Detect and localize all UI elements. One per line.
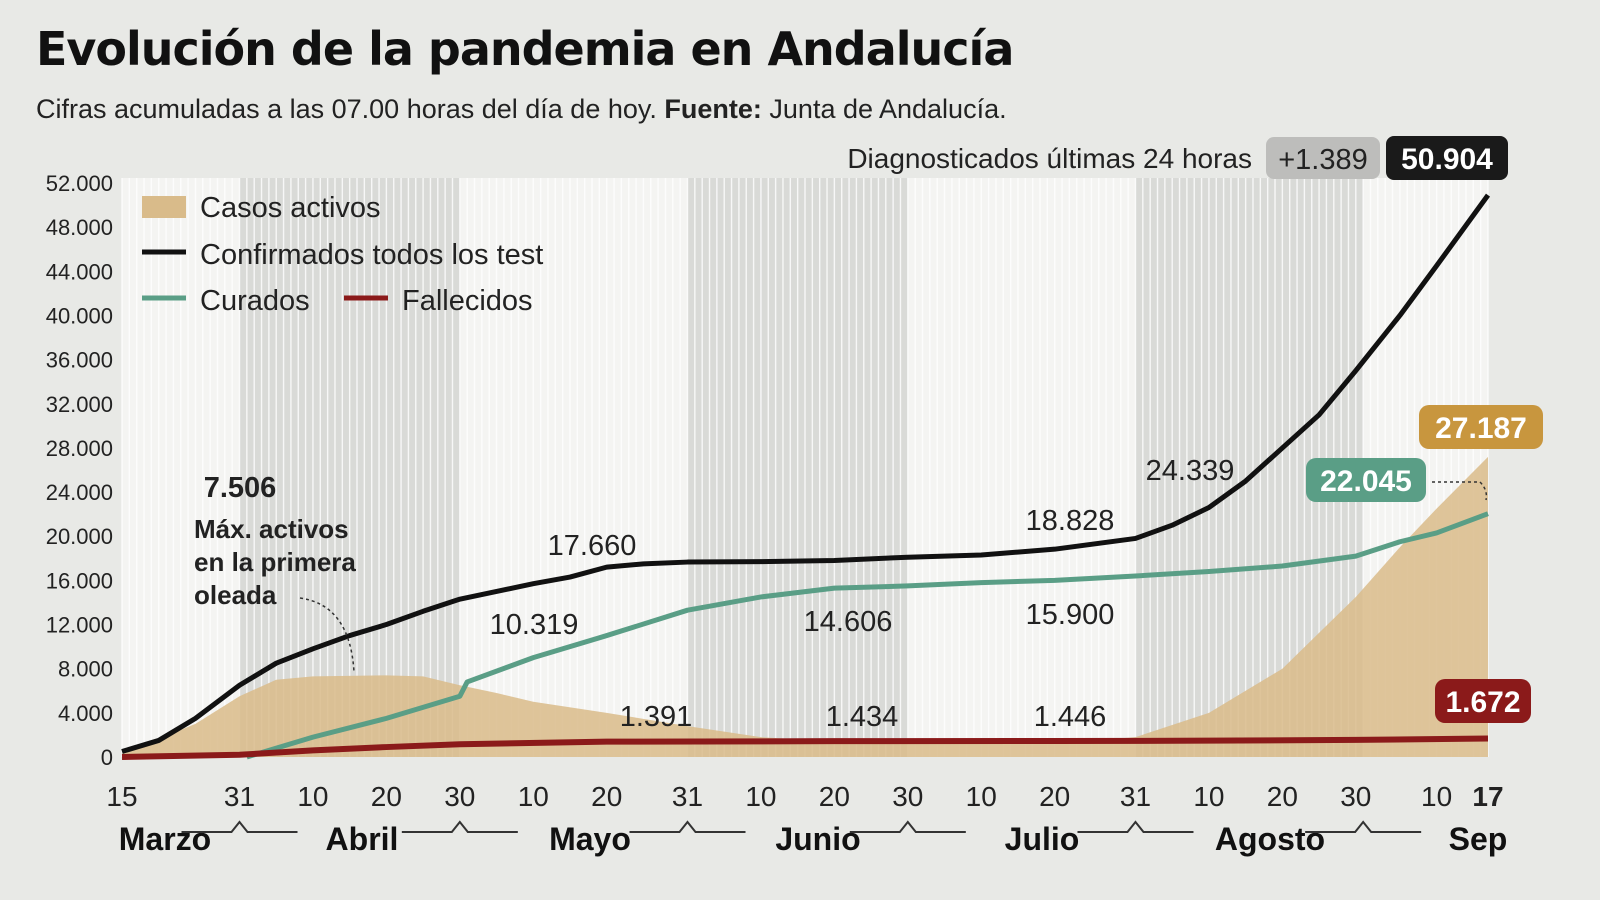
x-tick-label: 31 xyxy=(224,781,255,812)
month-label: Junio xyxy=(775,821,860,857)
x-tick-label: 30 xyxy=(1340,781,1371,812)
y-tick-label: 12.000 xyxy=(46,613,113,638)
y-tick-label: 4.000 xyxy=(58,701,113,726)
delta-value: +1.389 xyxy=(1278,144,1368,176)
data-label: 1.434 xyxy=(826,701,899,733)
y-tick-label: 48.000 xyxy=(46,215,113,240)
end-value-badge xyxy=(1306,458,1426,502)
y-tick-label: 0 xyxy=(101,745,113,770)
annotation-note: oleada xyxy=(194,580,277,610)
x-tick-label: 30 xyxy=(444,781,475,812)
data-label: 1.446 xyxy=(1034,701,1107,733)
x-tick-label: 10 xyxy=(1421,781,1452,812)
y-tick-label: 32.000 xyxy=(46,392,113,417)
month-label: Sep xyxy=(1449,821,1508,857)
header-label: Diagnosticados últimas 24 horas xyxy=(847,143,1252,174)
month-separator xyxy=(401,820,518,833)
area-casos-activos xyxy=(122,456,1488,757)
month-label: Julio xyxy=(1005,821,1080,857)
y-tick-label: 52.000 xyxy=(46,171,113,196)
y-tick-label: 44.000 xyxy=(46,259,113,284)
month-separator xyxy=(629,820,746,833)
legend-swatch xyxy=(142,196,186,218)
end-value: 22.045 xyxy=(1320,465,1412,498)
x-tick-label: 10 xyxy=(1193,781,1224,812)
x-tick-label: 15 xyxy=(106,781,137,812)
x-tick-label: 20 xyxy=(819,781,850,812)
x-tick-label: 20 xyxy=(591,781,622,812)
y-tick-label: 20.000 xyxy=(46,524,113,549)
data-label: 15.900 xyxy=(1026,599,1115,631)
legend-label: Curados xyxy=(200,285,310,317)
line-fallecidos xyxy=(121,735,1489,760)
x-tick-label: 20 xyxy=(1039,781,1070,812)
end-value: 27.187 xyxy=(1435,412,1527,445)
annotation-note: en la primera xyxy=(194,547,356,577)
month-separator xyxy=(849,820,966,833)
x-tick-label: 20 xyxy=(371,781,402,812)
total-badge xyxy=(1386,136,1508,180)
y-tick-label: 40.000 xyxy=(46,303,113,328)
month-label: Abril xyxy=(326,821,399,857)
month-separator xyxy=(181,820,298,833)
x-tick-label: 20 xyxy=(1267,781,1298,812)
annotation-leader xyxy=(1432,481,1488,501)
data-label: 18.828 xyxy=(1026,505,1115,537)
y-tick-label: 28.000 xyxy=(46,436,113,461)
month-label: Mayo xyxy=(549,821,631,857)
legend-label: Casos activos xyxy=(200,192,381,224)
data-label: 7.506 xyxy=(204,472,277,504)
end-value-badge xyxy=(1435,679,1531,723)
y-tick-label: 16.000 xyxy=(46,568,113,593)
x-tick-label: 10 xyxy=(518,781,549,812)
end-value-badge xyxy=(1419,405,1543,449)
annotation-note: Máx. activos xyxy=(194,514,349,544)
x-tick-label: 10 xyxy=(297,781,328,812)
x-tick-label: 31 xyxy=(1120,781,1151,812)
x-tick-label: 17 xyxy=(1472,781,1503,812)
chart-title: Evolución de la pandemia en Andalucía xyxy=(36,22,1014,76)
total-value: 50.904 xyxy=(1401,143,1493,176)
month-label: Marzo xyxy=(119,821,211,857)
x-tick-label: 10 xyxy=(966,781,997,812)
x-tick-label: 30 xyxy=(892,781,923,812)
line-curados xyxy=(246,511,1489,760)
y-tick-label: 24.000 xyxy=(46,480,113,505)
chart-subtitle: Cifras acumuladas a las 07.00 horas del … xyxy=(36,94,1007,124)
y-tick-label: 8.000 xyxy=(58,657,113,682)
month-separator xyxy=(1077,820,1194,833)
x-tick-label: 10 xyxy=(745,781,776,812)
data-label: 24.339 xyxy=(1146,455,1235,487)
y-tick-label: 36.000 xyxy=(46,348,113,373)
data-label: 17.660 xyxy=(548,530,637,562)
month-label: Agosto xyxy=(1215,821,1325,857)
data-label: 10.319 xyxy=(490,609,579,641)
x-tick-label: 31 xyxy=(672,781,703,812)
month-separator xyxy=(1305,820,1422,833)
delta-badge xyxy=(1266,137,1380,179)
data-label: 14.606 xyxy=(804,606,893,638)
legend-label: Fallecidos xyxy=(402,285,533,317)
end-value: 1.672 xyxy=(1445,686,1520,719)
line-confirmados xyxy=(121,193,1491,754)
legend-label: Confirmados todos los test xyxy=(200,239,543,271)
data-label: 1.391 xyxy=(620,701,693,733)
